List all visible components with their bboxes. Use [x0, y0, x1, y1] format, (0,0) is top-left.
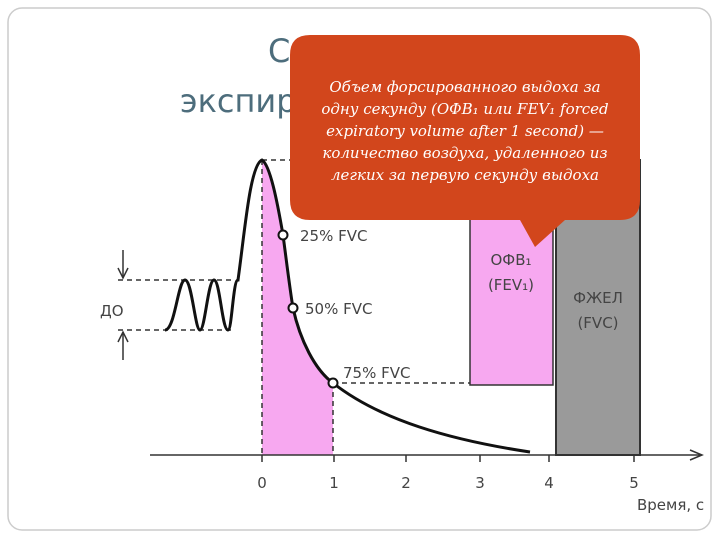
callout-line: легких за первую секунду выдоха — [331, 166, 599, 184]
point-marker — [327, 377, 339, 389]
point-label: 25% FVC — [300, 227, 367, 245]
point-marker — [287, 302, 299, 314]
x-tick-label: 5 — [629, 474, 639, 492]
labels: 25% FVC 50% FVC 75% FVC ДО ОФВ₁ (FEV₁) ФЖЕЛ (FV… — [100, 227, 704, 514]
x-axis-label: Время, с — [637, 496, 704, 514]
callout-line: expiratory volume after 1 second) — — [326, 122, 604, 140]
x-tick-label: 3 — [475, 474, 485, 492]
point-label: 75% FVC — [343, 364, 410, 382]
callout-text: Объем форсированного выдоха за одну секун… — [321, 78, 608, 184]
arrow — [117, 267, 129, 280]
x-tick-label: 0 — [257, 474, 267, 492]
callout-line: Объем форсированного выдоха за — [329, 78, 600, 96]
x-tick-label: 4 — [544, 474, 554, 492]
box-label: (FVC) — [577, 314, 618, 332]
title-line: С — [268, 32, 290, 70]
x-tick-label: 2 — [401, 474, 411, 492]
x-axis-arrow — [689, 449, 704, 461]
callout-line: одну секунду (ОФВ₁ или FEV₁ forced — [321, 100, 608, 118]
x-tick-label: 1 — [329, 474, 339, 492]
title-line: экспир — [180, 82, 297, 120]
callout — [290, 35, 640, 247]
point-label: 50% FVC — [305, 300, 372, 318]
point-marker — [277, 229, 289, 241]
box-label: (FEV₁) — [488, 276, 534, 294]
callout-line: количество воздуха, удаленного из — [322, 144, 607, 162]
box-label: ОФВ₁ — [490, 251, 531, 269]
box-label: ФЖЕЛ — [573, 289, 623, 307]
arrow — [117, 330, 129, 343]
spirogram-curve — [164, 158, 531, 454]
tidal-label: ДО — [100, 302, 124, 320]
